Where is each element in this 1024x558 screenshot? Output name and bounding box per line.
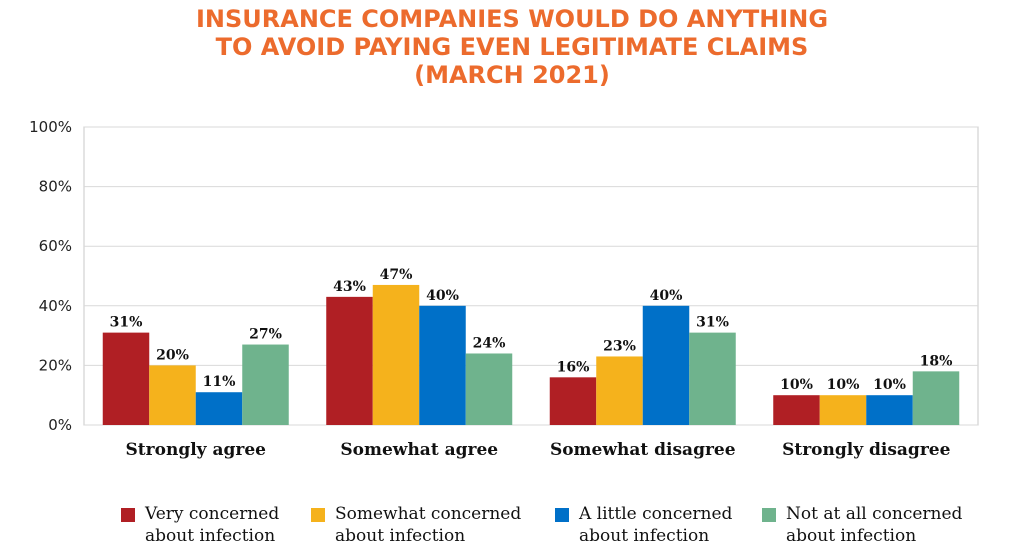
- data-label: 10%: [873, 377, 906, 393]
- x-tick-label: Strongly disagree: [782, 440, 951, 460]
- bar: [773, 395, 820, 425]
- data-label: 40%: [426, 288, 459, 304]
- chart-title-line-1: INSURANCE COMPANIES WOULD DO ANYTHING: [195, 5, 829, 33]
- data-label: 10%: [827, 377, 860, 393]
- data-label: 24%: [473, 335, 506, 351]
- chart-title: INSURANCE COMPANIES WOULD DO ANYTHING TO…: [0, 5, 1024, 89]
- bar: [549, 377, 597, 425]
- chart-title-line-2: TO AVOID PAYING EVEN LEGITIMATE CLAIMS: [215, 33, 809, 61]
- bar: [689, 332, 736, 425]
- y-tick-label: 80%: [39, 178, 72, 196]
- data-label: 10%: [780, 377, 813, 393]
- legend-label-somewhat-concerned: Somewhat concerned about infection: [335, 503, 521, 547]
- y-tick-label: 40%: [39, 297, 72, 315]
- bar: [912, 371, 960, 425]
- legend-swatch-very-concerned: [121, 508, 135, 522]
- legend-item-somewhat-concerned: Somewhat concerned about infection: [311, 503, 521, 547]
- data-label: 40%: [650, 288, 683, 304]
- x-tick-label: Somewhat disagree: [550, 440, 736, 460]
- bar: [326, 296, 373, 425]
- y-tick-label: 20%: [39, 356, 72, 374]
- legend-label-line-1: Somewhat concerned: [335, 504, 522, 524]
- legend-label-line-1: Very concerned: [145, 504, 280, 524]
- bar: [465, 353, 513, 425]
- x-tick-label: Strongly agree: [126, 440, 267, 460]
- legend-label-line-2: about infection: [579, 526, 710, 546]
- legend-label-line-2: about infection: [145, 526, 276, 546]
- data-label: 18%: [920, 353, 953, 369]
- legend-label-very-concerned: Very concerned about infection: [145, 503, 279, 547]
- legend-swatch-a-little-concerned: [555, 508, 569, 522]
- legend-label-a-little-concerned: A little concerned about infection: [579, 503, 732, 547]
- legend-label-line-2: about infection: [786, 526, 917, 546]
- bar: [866, 395, 913, 425]
- legend-swatch-somewhat-concerned: [311, 508, 325, 522]
- chart-legend: Very concerned about infection Somewhat …: [0, 500, 1024, 558]
- data-label: 47%: [380, 267, 413, 283]
- legend-item-not-at-all-concerned: Not at all concerned about infection: [762, 503, 962, 547]
- y-tick-label: 60%: [39, 237, 72, 255]
- x-tick-label: Somewhat agree: [340, 440, 498, 460]
- data-label: 43%: [333, 279, 366, 295]
- bar: [372, 284, 420, 425]
- data-label: 23%: [603, 338, 636, 354]
- bar: [819, 395, 867, 425]
- data-label: 16%: [557, 359, 590, 375]
- bar: [149, 365, 196, 425]
- data-label: 20%: [156, 347, 189, 363]
- bar: [419, 305, 466, 425]
- legend-item-a-little-concerned: A little concerned about infection: [555, 503, 732, 547]
- chart-title-line-3: (MARCH 2021): [414, 61, 610, 89]
- legend-item-very-concerned: Very concerned about infection: [121, 503, 279, 547]
- bar-chart: 0% 20% 40% 60% 80% 100% 31% 20% 11% 27% Strongly a…: [29, 118, 979, 460]
- data-label: 11%: [203, 374, 236, 390]
- bar: [596, 356, 643, 425]
- bar: [102, 332, 150, 425]
- data-label: 31%: [696, 315, 729, 331]
- y-tick-label: 100%: [29, 118, 72, 136]
- bar: [242, 344, 289, 425]
- legend-label-line-1: Not at all concerned: [786, 504, 963, 524]
- y-tick-label: 0%: [48, 416, 72, 434]
- legend-label-line-1: A little concerned: [579, 504, 733, 524]
- data-label: 27%: [249, 327, 282, 343]
- legend-swatch-not-at-all-concerned: [762, 508, 776, 522]
- legend-label-line-2: about infection: [335, 526, 466, 546]
- data-label: 31%: [110, 315, 143, 331]
- legend-label-not-at-all-concerned: Not at all concerned about infection: [786, 503, 962, 547]
- bar: [195, 392, 243, 425]
- bar: [642, 305, 690, 425]
